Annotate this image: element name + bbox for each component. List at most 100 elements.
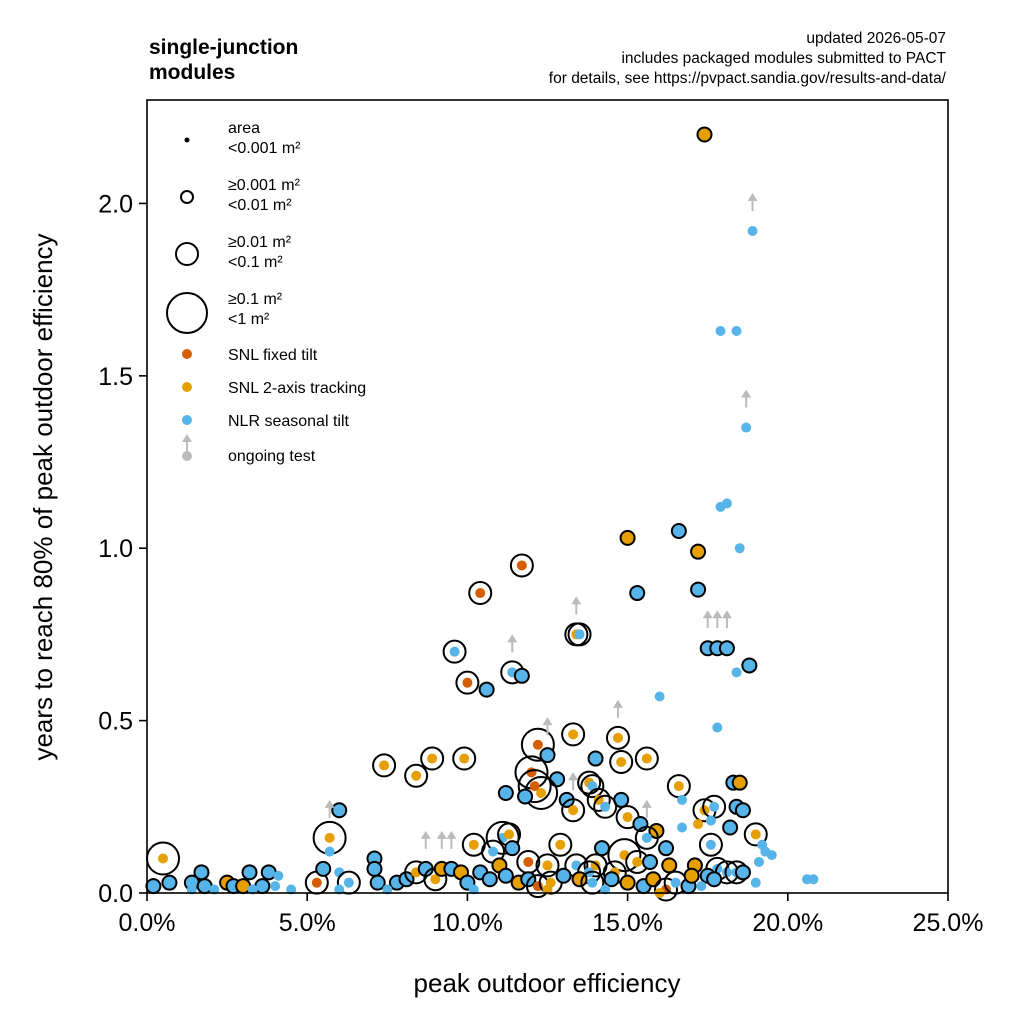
point-marker [568,805,579,816]
ongoing-arrow-head [612,699,623,708]
point-marker [712,722,723,733]
legend-size-entry: ≥0.001 m² <0.01 m² [180,177,301,214]
data-point [442,639,467,664]
point-marker [411,770,422,781]
point-marker [632,856,643,867]
size-ring [567,622,592,647]
point-marker [709,874,720,885]
data-point [549,771,566,788]
point-marker [677,794,688,805]
point-marker [427,753,438,764]
data-point [619,874,636,891]
data-point [497,867,514,884]
point-marker [673,525,684,536]
data-point [455,670,480,695]
point-marker [638,881,649,892]
data-point [734,802,751,819]
data-point [561,772,586,823]
point-marker [244,867,255,878]
point-marker [664,860,675,871]
legend-size-entry: ≥0.01 m² <0.1 m² [175,234,292,271]
point-marker [484,874,495,885]
data-point [690,581,707,598]
x-tick-label: 25.0% [913,909,984,937]
y-tick-label: 2.0 [98,190,133,218]
point-marker [737,805,748,816]
legend-size-label: ≥0.001 m² <0.01 m² [228,177,301,214]
legend-color-entry: SNL fixed tilt [182,347,318,364]
point-marker [462,877,473,888]
size-ring [609,749,634,774]
size-ring [593,794,618,819]
data-point [715,501,726,512]
data-point [145,878,162,895]
point-marker [516,560,527,571]
legend-color-entry: SNL 2-axis tracking [182,380,366,397]
data-point [404,763,429,788]
point-marker [286,884,297,895]
data-point [603,871,620,888]
data-point [146,841,181,876]
data-point [539,717,556,764]
point-marker [504,829,515,840]
legend-color-marker [182,349,192,359]
x-tick-label: 10.0% [432,909,503,937]
data-point [619,529,636,546]
size-ring [509,553,534,578]
ongoing-arrow-head [436,830,447,839]
point-marker [696,881,707,892]
size-ring [442,639,467,664]
point-marker [753,856,764,867]
point-marker [529,781,540,792]
legend-size-marker [180,190,194,204]
point-marker [558,870,569,881]
note-line: updated 2026-05-07 [806,30,946,47]
ongoing-arrow-head [702,610,713,619]
point-marker [186,884,197,895]
size-ring [605,725,630,750]
data-point [753,856,764,867]
data-point [683,867,700,884]
legend-color-marker [182,451,192,461]
point-marker [196,867,207,878]
data-point [520,727,555,762]
legend-color-entry: ongoing test [182,434,316,465]
x-tick-label: 20.0% [752,909,823,937]
point-marker [568,729,579,740]
point-marker [199,881,210,892]
point-marker [468,839,479,850]
data-point [629,585,646,602]
y-tick-label: 1.5 [98,363,133,391]
point-marker [616,794,627,805]
point-marker [741,422,752,433]
point-marker [379,760,390,771]
data-point [722,819,739,836]
data-point [634,799,659,850]
point-marker [587,877,598,888]
point-marker [369,853,380,864]
data-point [186,884,197,895]
point-marker [542,750,553,761]
data-point [690,543,707,560]
point-marker [462,677,473,688]
x-tick-label: 5.0% [279,909,336,937]
data-point [247,884,258,895]
y-tick-label: 1.0 [98,535,133,563]
data-point [654,691,665,702]
data-points [145,126,819,902]
legend-color-label: ongoing test [228,448,316,465]
data-point [706,871,723,888]
point-marker [677,822,688,833]
data-point [593,840,610,857]
point-marker [507,843,518,854]
ongoing-arrow-head [712,610,723,619]
point-marker [705,839,716,850]
point-marker [270,881,281,892]
note-line: includes packaged modules submitted to P… [621,50,946,67]
data-point [750,877,761,888]
data-point [235,878,252,895]
point-marker [616,756,627,767]
ongoing-arrow-head [420,830,431,839]
point-marker [542,884,553,895]
